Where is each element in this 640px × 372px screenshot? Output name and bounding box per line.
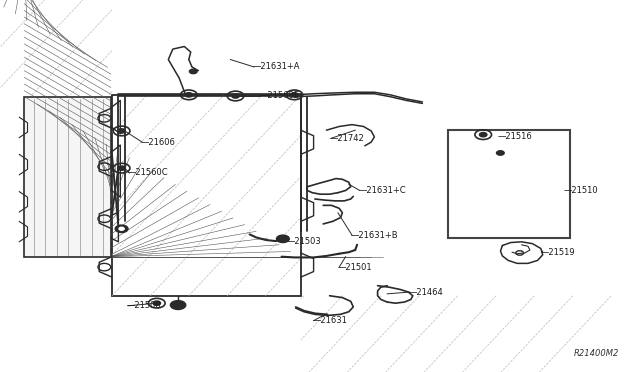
Text: —21560E: —21560E bbox=[259, 92, 300, 100]
Bar bbox=[448, 130, 570, 238]
Text: —21631+B: —21631+B bbox=[351, 231, 398, 240]
Text: —21606: —21606 bbox=[141, 138, 175, 147]
Text: —21516: —21516 bbox=[498, 132, 532, 141]
Circle shape bbox=[170, 301, 186, 310]
Text: —21742: —21742 bbox=[330, 134, 364, 143]
Circle shape bbox=[291, 93, 298, 97]
Circle shape bbox=[118, 166, 125, 170]
Text: —21560C: —21560C bbox=[128, 169, 168, 177]
Text: —21508: —21508 bbox=[127, 301, 161, 310]
Text: —21631+C: —21631+C bbox=[358, 186, 406, 195]
Text: —21631: —21631 bbox=[312, 316, 347, 325]
Circle shape bbox=[115, 225, 128, 232]
Circle shape bbox=[153, 301, 161, 305]
Text: —21510: —21510 bbox=[563, 186, 598, 195]
Circle shape bbox=[118, 129, 125, 133]
Text: —21503: —21503 bbox=[287, 237, 321, 246]
Circle shape bbox=[189, 69, 197, 74]
Circle shape bbox=[276, 235, 289, 243]
Text: —21519: —21519 bbox=[541, 248, 575, 257]
Text: —21464: —21464 bbox=[408, 288, 443, 296]
Text: R21400M2: R21400M2 bbox=[574, 349, 620, 358]
Circle shape bbox=[479, 132, 487, 137]
Bar bbox=[112, 95, 301, 296]
Bar bbox=[24, 97, 111, 257]
Circle shape bbox=[185, 93, 193, 97]
Circle shape bbox=[497, 151, 504, 155]
Circle shape bbox=[232, 94, 239, 98]
Text: —21631+A: —21631+A bbox=[253, 62, 300, 71]
Text: —21501: —21501 bbox=[338, 263, 372, 272]
Circle shape bbox=[119, 227, 124, 230]
